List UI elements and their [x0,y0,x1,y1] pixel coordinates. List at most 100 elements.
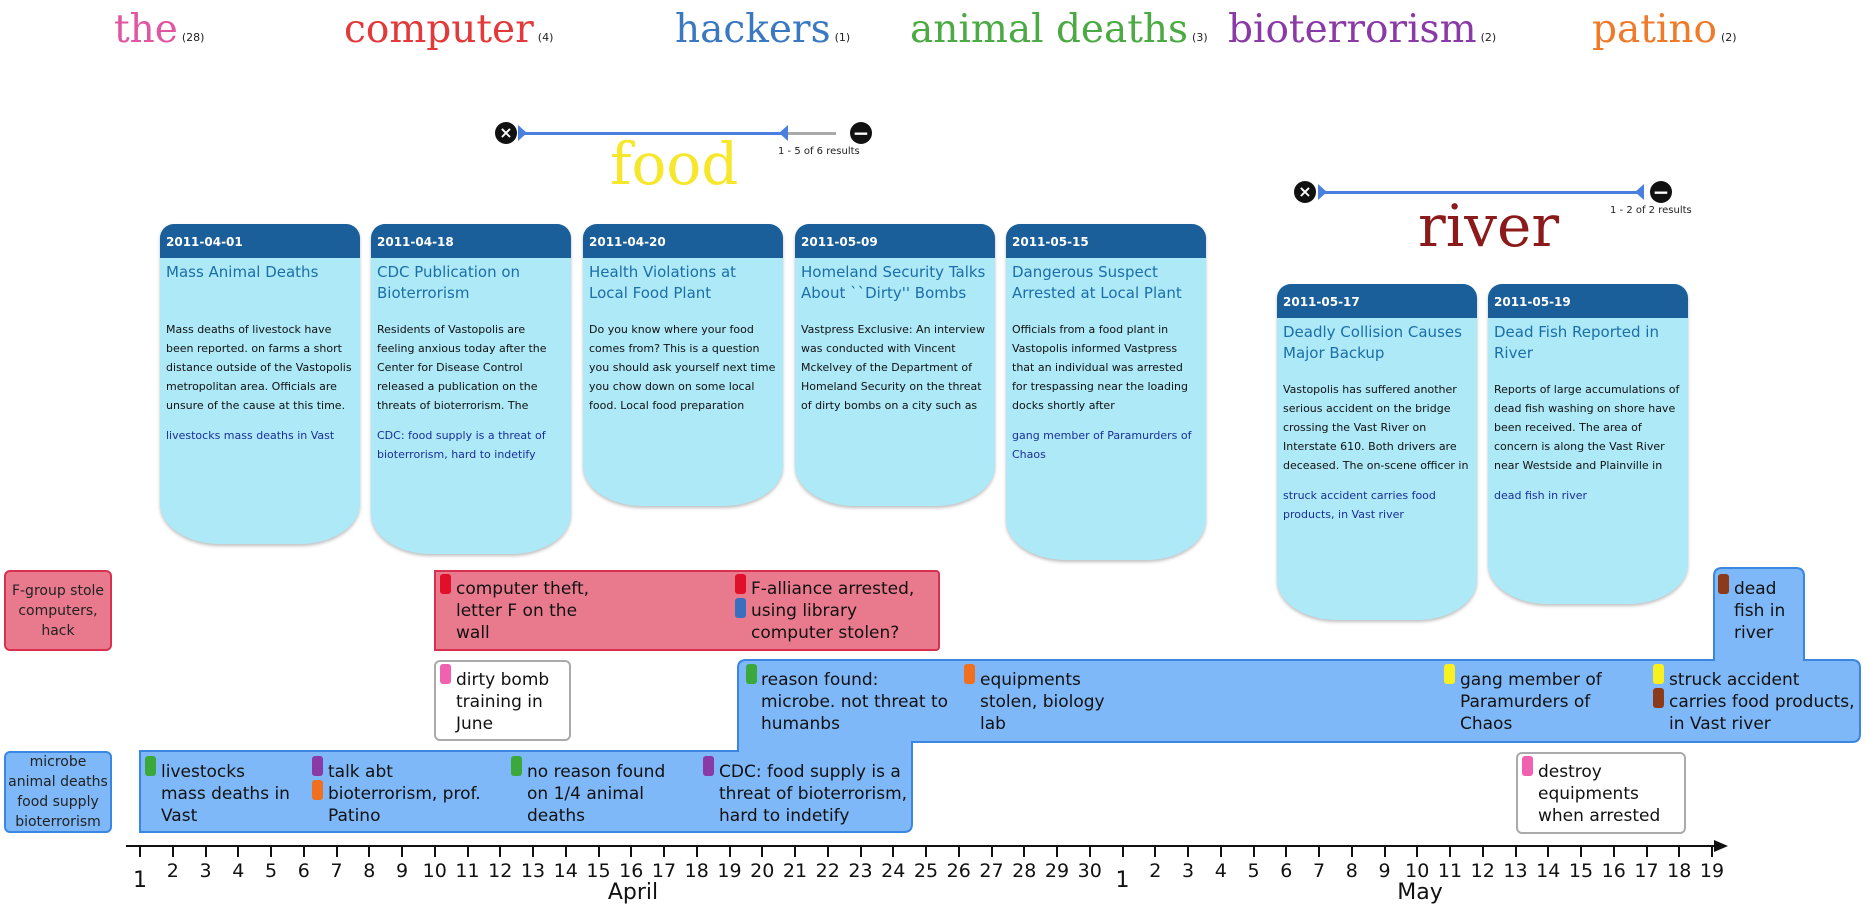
axis-tick-label: 18 [1667,860,1692,882]
article-title[interactable]: Homeland Security Talks About ``Dirty'' … [801,263,986,302]
axis-tick-label: 4 [232,860,245,882]
article-card[interactable]: 2011-05-19 Dead Fish Reported in River R… [1488,284,1688,604]
close-search-food-icon[interactable]: × [495,122,517,144]
article-title[interactable]: Dead Fish Reported in River [1494,323,1659,362]
event-text[interactable]: talk abt bioterrorism, prof. Patino [328,762,481,826]
axis-tick-label: 13 [520,860,546,882]
slider-right-handle-icon[interactable] [1635,184,1644,200]
axis-tick [1514,846,1517,857]
event-text[interactable]: dead fish in river [1734,579,1786,643]
article-card[interactable]: 2011-04-01 Mass Animal Deaths Mass death… [160,224,360,544]
article-card[interactable]: 2011-04-18 CDC Publication on Bioterrori… [371,224,571,554]
article-title[interactable]: CDC Publication on Bioterrorism [377,263,521,302]
slider-left-handle-icon[interactable] [518,125,527,141]
keyword-count: (28) [181,31,205,44]
event-text[interactable]: CDC: food supply is a threat of bioterro… [719,762,908,826]
axis-tick-label: 9 [1378,860,1391,882]
keyword-count: (2) [1480,31,1497,44]
article-date: 2011-04-20 [583,224,783,258]
event-marker [312,756,323,776]
axis-tick-label: 1 [133,868,147,893]
article-date: 2011-04-01 [160,224,360,258]
axis-tick-label: 22 [815,860,840,882]
event-marker [1653,688,1664,708]
axis-tick-label: 4 [1214,860,1227,882]
axis-tick-label: 25 [913,860,939,882]
event-text[interactable]: using library computer stolen? [751,601,900,643]
minimize-search-food-icon[interactable]: − [850,122,872,144]
event-text[interactable]: gang member of Paramurders of Chaos [1460,670,1602,734]
event-text[interactable]: F-alliance arrested, [751,579,915,599]
results-range-slider-river[interactable] [1318,191,1644,194]
search-keyword-food: food [610,130,739,198]
article-title[interactable]: Mass Animal Deaths [166,263,319,281]
lane-label-fgroup[interactable]: F-group stole computers, hack [4,570,112,651]
axis-tick-label: 8 [363,860,376,882]
axis-tick-label: 7 [1312,860,1326,882]
article-title[interactable]: Health Violations at Local Food Plant [589,263,737,302]
event-text[interactable]: no reason found on 1/4 animal deaths [527,762,666,826]
axis-tick-label: 26 [946,860,971,882]
axis-tick [368,846,371,857]
axis-tick-label: 11 [1437,860,1463,882]
event-text[interactable]: struck accident carries food products, i… [1669,670,1855,734]
axis-tick [401,846,403,857]
article-card[interactable]: 2011-05-09 Homeland Security Talks About… [795,224,995,506]
month-label-may: May [1397,880,1443,905]
event-box[interactable] [1516,752,1686,834]
event-text[interactable]: equipments stolen, biology lab [980,670,1105,734]
axis-tick [1056,846,1058,857]
month-label-april: April [607,880,659,905]
event-text[interactable]: reason found: microbe. not threat to hum… [761,670,949,734]
keyword-label: animal deaths [910,7,1189,52]
axis-tick-label: 3 [1181,860,1195,882]
keyword-hackers[interactable]: hackers (1) [675,2,850,58]
slider-right-handle-icon[interactable] [779,125,788,141]
axis-tick-label: 6 [1280,860,1293,882]
article-note: dead fish in river [1494,489,1588,502]
results-range-slider-food[interactable] [518,132,788,135]
keyword-the[interactable]: the (28) [114,2,204,58]
event-marker [440,664,451,684]
axis-tick [1219,846,1222,857]
article-title[interactable]: Dangerous Suspect Arrested at Local Plan… [1012,263,1182,302]
event-text[interactable]: destroy equipments when arrested [1538,762,1661,826]
axis-tick-label: 19 [717,860,742,882]
event-text[interactable]: dirty bomb training in June [456,670,550,734]
keyword-label: patino [1592,7,1717,52]
slider-left-handle-icon[interactable] [1318,184,1327,200]
article-card[interactable]: 2011-04-20 Health Violations at Local Fo… [583,224,783,506]
axis-tick [990,846,993,857]
event-marker [1718,574,1729,594]
axis-tick [466,846,469,857]
article-body: Do you know where your food comes from? … [589,323,776,412]
minimize-search-river-icon[interactable]: − [1650,181,1672,203]
article-card[interactable]: 2011-05-15 Dangerous Suspect Arrested at… [1006,224,1206,560]
results-count: 1 - 5 of 6 results [778,146,860,157]
article-title[interactable]: Deadly Collision Causes Major Backup [1283,323,1462,362]
axis-tick [663,846,665,857]
axis-tick-label: 3 [199,860,212,882]
event-text[interactable]: livestocks mass deaths in Vast [161,762,290,826]
keyword-computer[interactable]: computer (4) [344,2,553,58]
article-date: 2011-04-18 [371,224,571,258]
axis-tick [826,846,829,857]
event-box[interactable] [434,660,571,741]
axis-tick [1547,846,1550,857]
article-body: Officials from a food plant in Vastopoli… [1012,323,1188,412]
axis-tick [499,846,502,857]
keyword-bioterrorism[interactable]: bioterrorism (2) [1228,2,1496,58]
lane-label-microbe[interactable]: microbe animal deaths food supply bioter… [4,751,112,833]
article-card[interactable]: 2011-05-17 Deadly Collision Causes Major… [1277,284,1477,620]
close-search-river-icon[interactable]: × [1294,181,1316,203]
event-marker [964,664,975,684]
axis-tick [171,846,174,857]
storyline-lane-fgroup[interactable] [434,570,940,651]
axis-tick [1449,846,1451,857]
event-text[interactable]: computer theft, letter F on the wall [456,579,590,643]
event-marker [440,574,451,594]
axis-tick-label: 13 [1503,860,1528,882]
keyword-patino[interactable]: patino (2) [1592,2,1737,58]
keyword-animal-deaths[interactable]: animal deaths (3) [910,2,1208,58]
